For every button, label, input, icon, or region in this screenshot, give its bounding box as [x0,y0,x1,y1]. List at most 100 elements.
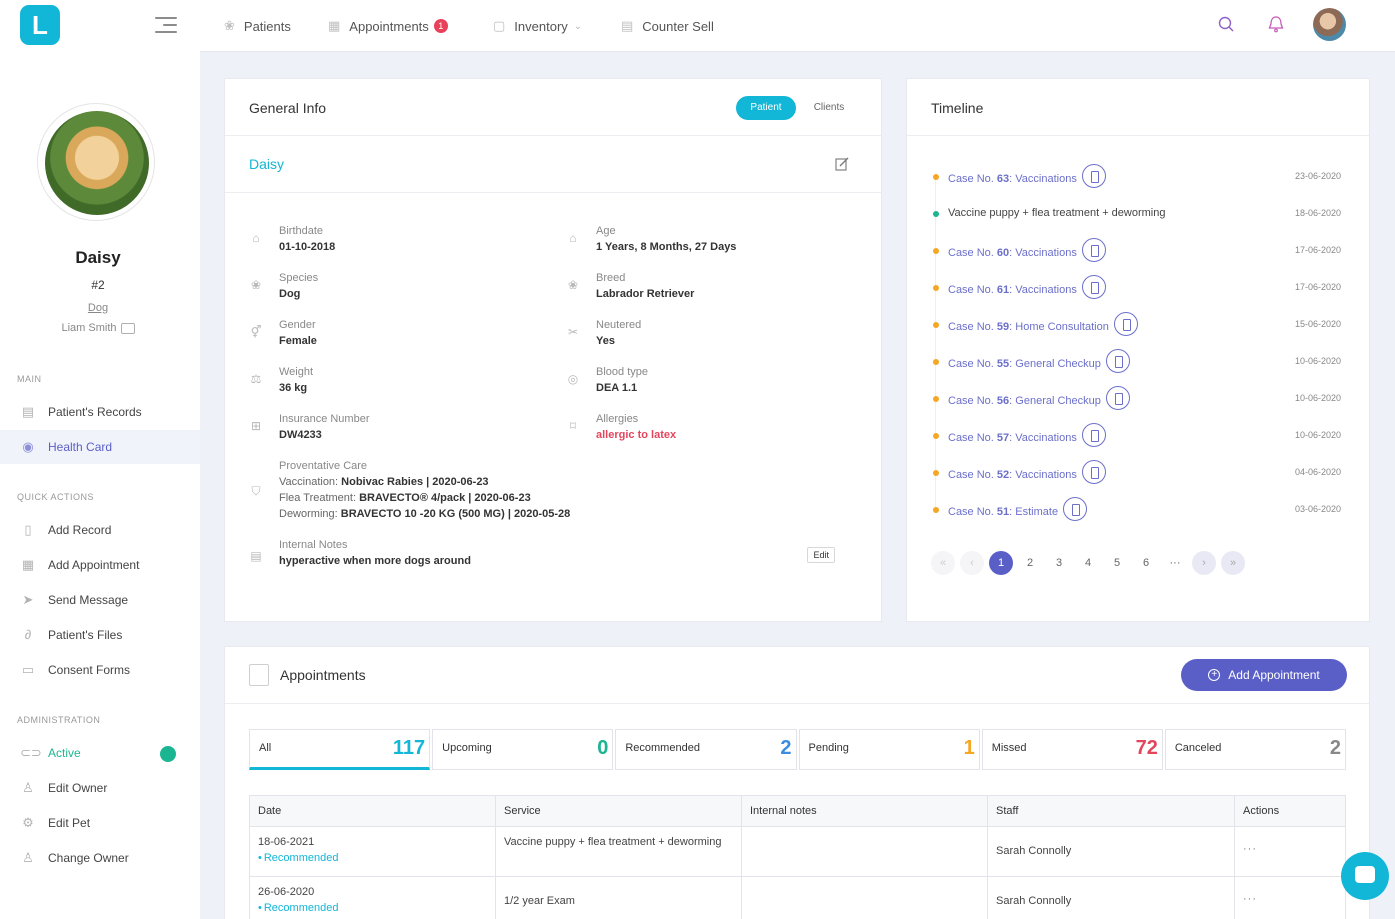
timeline-text[interactable]: Case No. 52: Vaccinations [948,460,1106,484]
nav-active[interactable]: ⊂⊃ Active [0,736,200,770]
nav-patients-records[interactable]: ▤ Patient's Records [0,395,200,429]
user-avatar[interactable] [1313,8,1346,41]
tooth-icon[interactable] [1081,238,1106,262]
case-prefix: Case No. [948,357,997,370]
tab-label: Canceled [1174,742,1222,754]
staff-cell: Sarah Connolly [988,827,1235,876]
column-header[interactable]: Internal notes [742,796,988,826]
active-status-dot[interactable] [160,746,176,762]
case-prefix: Case No. [948,172,997,185]
tooth-icon[interactable] [1081,164,1106,188]
tooth-icon[interactable] [1113,312,1138,336]
add-appointment-button[interactable]: + Add Appointment [1181,659,1347,691]
tab-missed[interactable]: Missed 72 [981,729,1163,770]
tab-canceled[interactable]: Canceled 2 [1164,729,1347,770]
nav-add-appointment[interactable]: ▦ Add Appointment [0,548,200,582]
tooth-icon[interactable] [1081,423,1106,447]
edit-notes-button[interactable]: Edit [807,547,835,563]
top-nav-counter-sell[interactable]: ▤ Counter Sell [621,0,714,52]
app-logo[interactable]: L [20,5,60,45]
timeline-text[interactable]: Case No. 51: Estimate [948,497,1088,521]
tooth-icon[interactable] [1105,386,1130,410]
nav-patients-files[interactable]: ∂ Patient's Files [0,618,200,652]
tab-count: 0 [597,737,609,759]
row-actions-icon[interactable]: ··· [1235,877,1345,919]
page-1[interactable]: 1 [989,551,1013,575]
nav-edit-owner[interactable]: ♙ Edit Owner [0,771,200,805]
column-header[interactable]: Staff [988,796,1235,826]
column-header[interactable]: Date [250,796,496,826]
page-4[interactable]: 4 [1084,557,1092,569]
row-actions-icon[interactable]: ··· [1235,827,1345,876]
last-page-icon[interactable]: » [1221,551,1245,575]
timeline-item[interactable]: Case No. 63: Vaccinations 23-06-2020 [931,164,1341,189]
top-nav-inventory[interactable]: ▢ Inventory ⌄ [493,0,582,52]
timeline-date: 10-06-2020 [1294,430,1341,440]
gender-icon: ⚥ [250,325,262,339]
timeline-item[interactable]: Case No. 52: Vaccinations 04-06-2020 [931,460,1341,485]
timeline-text[interactable]: Vaccine puppy + flea treatment + dewormi… [948,207,1165,219]
next-page-icon[interactable]: › [1192,551,1216,575]
prev-page-icon[interactable]: ‹ [960,551,984,575]
timeline-item[interactable]: Vaccine puppy + flea treatment + dewormi… [931,202,1341,226]
timeline-text[interactable]: Case No. 61: Vaccinations [948,275,1106,299]
nav-send-message[interactable]: ➤ Send Message [0,583,200,617]
user-icon: ♙ [22,780,34,795]
nav-health-card[interactable]: ◉ Health Card [0,430,200,464]
toggle-patient-button[interactable]: Patient [736,96,796,120]
top-nav-patients[interactable]: ❀ Patients [224,0,291,52]
actions-ellipsis[interactable]: ··· [1243,893,1257,905]
actions-ellipsis[interactable]: ··· [1243,843,1257,855]
tab-upcoming[interactable]: Upcoming 0 [432,729,614,770]
top-nav-appointments[interactable]: ▦ Appointments 1 [328,0,448,52]
field-value: DEA 1.1 [596,382,638,394]
chat-icon[interactable] [120,322,135,334]
page-6[interactable]: 6 [1142,557,1150,569]
tooth-icon[interactable] [1081,275,1106,299]
timeline-item[interactable]: Case No. 59: Home Consultation 15-06-2020 [931,312,1341,337]
owner-name[interactable]: Liam Smith [61,322,117,334]
edit-icon[interactable] [835,157,849,171]
top-nav-label: Counter Sell [642,18,714,34]
timeline-text[interactable]: Case No. 60: Vaccinations [948,238,1106,262]
timeline-item[interactable]: Case No. 55: General Checkup 10-06-2020 [931,349,1341,374]
column-header[interactable]: Service [496,796,742,826]
timeline-text[interactable]: Case No. 63: Vaccinations [948,164,1106,188]
timeline-item[interactable]: Case No. 56: General Checkup 10-06-2020 [931,386,1341,411]
page-ellipsis[interactable]: ··· [1169,557,1181,569]
timeline-text[interactable]: Case No. 55: General Checkup [948,349,1130,373]
table-row[interactable]: 18-06-2021 Recommended Vaccine puppy + f… [249,827,1346,877]
notification-icon[interactable] [1267,15,1285,33]
nav-add-record[interactable]: ▯ Add Record [0,513,200,547]
page-2[interactable]: 2 [1026,557,1034,569]
nav-change-owner[interactable]: ♙ Change Owner [0,841,200,875]
timeline-text[interactable]: Case No. 57: Vaccinations [948,423,1106,447]
first-page-icon[interactable]: « [931,551,955,575]
table-row[interactable]: 26-06-2020 Recommended 1/2 year Exam Sar… [249,877,1346,919]
toggle-clients-button[interactable]: Clients [813,102,845,113]
flea-value: BRAVECTO® 4/pack | 2020-06-23 [359,492,531,504]
tab-pending[interactable]: Pending 1 [798,729,980,770]
tooth-icon[interactable] [1063,497,1088,521]
nav-consent-forms[interactable]: ▭ Consent Forms [0,653,200,687]
timeline-item[interactable]: Case No. 57: Vaccinations 10-06-2020 [931,423,1341,448]
timeline-item[interactable]: Case No. 61: Vaccinations 17-06-2020 [931,275,1341,300]
timeline-item[interactable]: Case No. 60: Vaccinations 17-06-2020 [931,238,1341,263]
chat-support-button[interactable] [1341,852,1389,900]
timeline-dot [933,322,939,328]
page-5[interactable]: 5 [1113,557,1121,569]
timeline-text[interactable]: Case No. 56: General Checkup [948,386,1130,410]
case-prefix: Case No. [948,320,997,333]
tooth-icon[interactable] [1105,349,1130,373]
search-icon[interactable] [1218,16,1234,32]
timeline-text[interactable]: Case No. 59: Home Consultation [948,312,1138,336]
tab-all[interactable]: All 117 [249,729,431,770]
pet-species-link[interactable]: Dog [87,302,109,314]
nav-edit-pet[interactable]: ⚙ Edit Pet [0,806,200,840]
flea-label: Flea Treatment: [279,492,357,504]
timeline-item[interactable]: Case No. 51: Estimate 03-06-2020 [931,497,1341,522]
page-3[interactable]: 3 [1055,557,1063,569]
tab-recommended[interactable]: Recommended 2 [615,729,797,770]
tooth-icon[interactable] [1081,460,1106,484]
menu-toggle-icon[interactable] [155,17,177,33]
